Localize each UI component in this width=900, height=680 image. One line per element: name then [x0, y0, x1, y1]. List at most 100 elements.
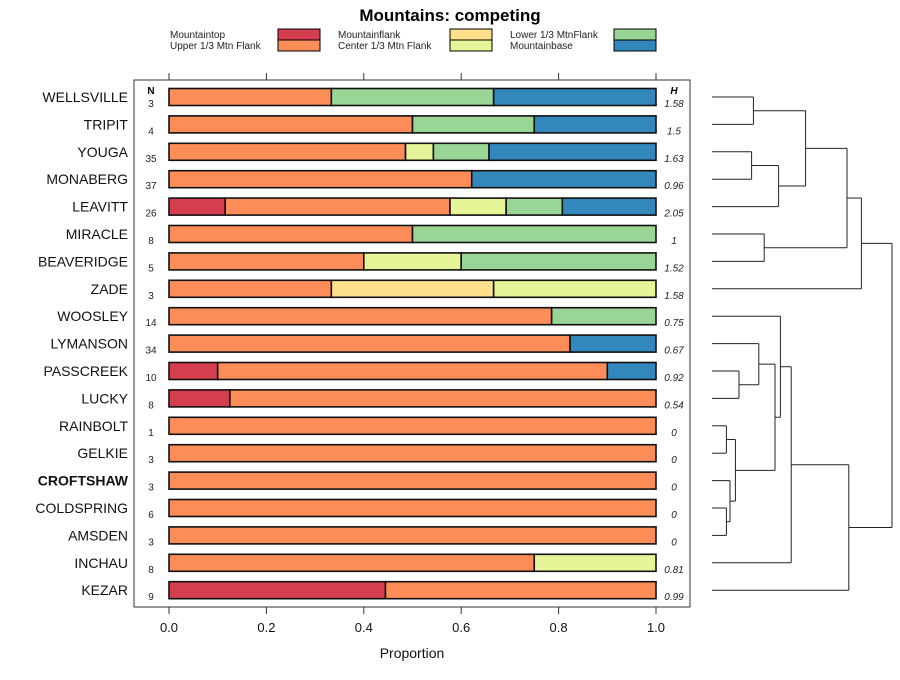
legend-swatch	[277, 28, 321, 41]
row-label: AMSDEN	[68, 527, 128, 543]
row-label: RAINBOLT	[59, 418, 128, 434]
bars-group	[168, 87, 657, 600]
legend-label: Mountainflank	[338, 30, 401, 41]
bar-segment	[432, 142, 490, 162]
bar-segment	[411, 224, 657, 244]
dendrogram	[712, 96, 893, 591]
row-label: CROFTSHAW	[38, 473, 129, 489]
h-value: 1.58	[664, 291, 684, 302]
x-axis-label: Proportion	[380, 645, 445, 661]
legend-label: Lower 1/3 MtnFlank	[510, 30, 599, 41]
bar-segment	[533, 553, 657, 573]
h-value: 2.05	[663, 209, 684, 220]
bar-segment	[168, 498, 657, 518]
bar-segment	[168, 306, 553, 326]
row-label: MONABERG	[46, 171, 128, 187]
row-label: PASSCREEK	[43, 363, 128, 379]
row-label: INCHAU	[74, 555, 128, 571]
row-label: KEZAR	[81, 582, 128, 598]
bar-segment	[168, 526, 657, 545]
n-header: N	[147, 86, 154, 97]
n-value: 8	[148, 565, 154, 576]
bar-segment	[168, 142, 407, 162]
n-value: 3	[148, 99, 154, 110]
bar-segment	[168, 279, 333, 299]
bar-segment	[492, 279, 657, 299]
panel-frame	[133, 79, 691, 608]
legend-swatch	[449, 28, 493, 41]
x-axis: 0.0 0.2 0.4 0.6 0.8 1.0	[160, 73, 665, 635]
row-label: ZADE	[91, 281, 128, 297]
n-value: 8	[148, 236, 154, 247]
n-value: 14	[145, 318, 157, 329]
bar-segment	[224, 197, 451, 216]
bar-segment	[168, 471, 657, 490]
h-value: 0.54	[664, 400, 684, 411]
x-tick-label: 0.2	[257, 620, 275, 635]
bar-segment	[561, 197, 657, 216]
x-tick-label: 0.8	[550, 620, 568, 635]
bar-segment	[168, 197, 226, 216]
bar-segment	[168, 224, 414, 244]
x-tick-label: 0.4	[355, 620, 373, 635]
x-tick-label: 0.6	[452, 620, 470, 635]
bar-segment	[168, 580, 387, 600]
x-tick-label: 0.0	[160, 620, 178, 635]
bar-segment	[168, 361, 219, 381]
h-value: 1.5	[667, 126, 681, 137]
bar-segment	[384, 580, 657, 600]
bar-segment	[330, 87, 495, 107]
n-value: 5	[148, 263, 154, 274]
row-label: LYMANSON	[50, 336, 128, 352]
bar-segment	[168, 389, 231, 408]
bar-segment	[229, 389, 657, 408]
bar-segment	[470, 169, 657, 189]
bar-segment	[168, 252, 365, 271]
h-value: 1	[671, 236, 677, 247]
bar-segment	[362, 252, 462, 271]
bar-segment	[533, 115, 657, 134]
bar-segment	[505, 197, 564, 216]
h-value: 1.52	[664, 263, 684, 274]
x-tick-label: 1.0	[647, 620, 665, 635]
row-label: BEAVERIDGE	[38, 253, 128, 269]
h-value: 0.99	[664, 592, 684, 603]
n-value: 3	[148, 483, 154, 494]
h-value: 1.63	[664, 154, 684, 165]
bar-segment	[492, 87, 657, 107]
h-value: 1.58	[664, 99, 684, 110]
row-label: LUCKY	[81, 390, 128, 406]
n-value: 1	[148, 428, 154, 439]
legend-swatch	[613, 28, 657, 41]
row-label: GELKIE	[77, 445, 128, 461]
bar-segment	[216, 361, 609, 381]
n-value: 8	[148, 400, 154, 411]
bar-segment	[168, 553, 536, 573]
h-value: 0.75	[664, 318, 684, 329]
row-label: LEAVITT	[72, 199, 128, 215]
bar-segment	[168, 334, 571, 353]
legend-label: Center 1/3 Mtn Flank	[338, 41, 432, 52]
bar-segment	[404, 142, 435, 162]
bar-segment	[488, 142, 657, 162]
n-value: 6	[148, 510, 154, 521]
legend-swatch	[449, 39, 493, 52]
h-value: 0.81	[664, 565, 683, 576]
n-value: 35	[145, 154, 157, 165]
bar-segment	[569, 334, 657, 353]
h-value: 0	[671, 455, 677, 466]
bar-segment	[168, 443, 657, 463]
h-value: 0.92	[664, 373, 684, 384]
h-value: 0	[671, 510, 677, 521]
legend-label: Mountainbase	[510, 41, 573, 52]
legend-swatch	[613, 39, 657, 52]
n-value: 3	[148, 455, 154, 466]
row-label: COLDSPRING	[35, 500, 128, 516]
bar-segment	[168, 87, 333, 107]
chart-title: Mountains: competing	[359, 6, 540, 25]
n-value: 37	[145, 181, 157, 192]
h-value: 0.67	[664, 346, 684, 357]
h-header: H	[670, 86, 678, 97]
